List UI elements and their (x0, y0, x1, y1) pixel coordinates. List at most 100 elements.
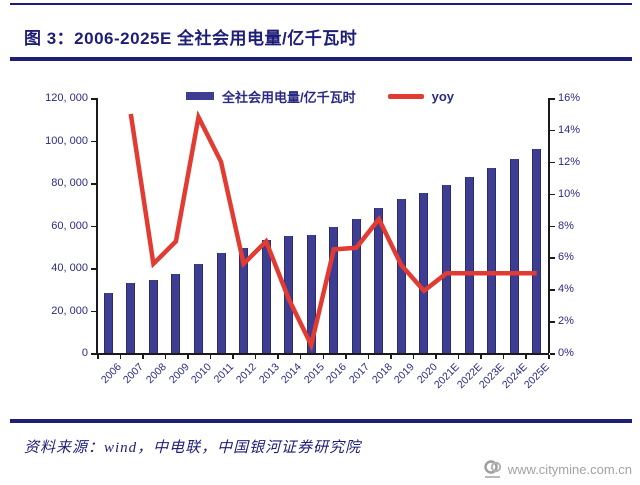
x-axis-tick (97, 354, 99, 359)
bar-2009 (171, 274, 181, 353)
bar-2024E (509, 158, 519, 353)
right-axis-tick (550, 257, 555, 259)
bar-legend-swatch (185, 92, 214, 100)
x-axis-tick (457, 354, 460, 359)
left-axis-label: 80, 000 (51, 177, 88, 189)
watermark-url: www.citymine.com.cn (507, 461, 632, 477)
x-axis-label: 2011 (212, 361, 237, 386)
x-axis-label: 2013 (256, 361, 282, 387)
left-axis-label: 40, 000 (51, 262, 88, 274)
left-axis-tick (91, 225, 96, 227)
chart-legend: 全社会用电量/亿千瓦时 yoy (0, 88, 640, 105)
left-axis-label: 20, 000 (51, 304, 88, 317)
left-axis-label: 0 (81, 347, 88, 359)
bottom-divider (10, 419, 632, 423)
bar-2018 (374, 207, 384, 353)
source-note: 资料来源：wind，中电联，中国银河证券研究院 (24, 440, 362, 456)
right-axis-tick (550, 129, 555, 132)
bar-2020 (419, 193, 429, 353)
bar-2008 (148, 279, 158, 353)
right-axis-label: 8% (558, 219, 574, 232)
left-axis-tick (91, 353, 96, 355)
yoy-polyline (128, 110, 537, 352)
bar-2013 (261, 239, 271, 353)
right-axis-label: 12% (558, 155, 581, 168)
citymine-logo (484, 459, 502, 479)
x-axis-tick (548, 354, 550, 359)
bar-legend-label: 全社会用电量/亿千瓦时 (221, 89, 356, 105)
bar-2022E (464, 177, 474, 353)
figure-title: 图 3：2006-2025E 全社会用电量/亿千瓦时 (24, 29, 358, 48)
right-axis-label: 6% (558, 251, 574, 264)
x-axis-label: 2008 (143, 361, 169, 387)
x-axis-label: 2012 (234, 361, 260, 387)
right-axis-tick (550, 353, 555, 355)
x-axis-label: 2010 (188, 361, 214, 387)
x-axis-tick (390, 354, 392, 359)
x-axis-label: 2006 (98, 361, 124, 387)
x-axis-line (96, 353, 549, 355)
x-axis-tick (254, 354, 257, 359)
right-axis-label: 14% (558, 123, 581, 136)
x-axis-label: 2018 (369, 361, 395, 387)
bar-2012 (239, 247, 249, 353)
left-axis-tick (91, 268, 96, 270)
x-axis-tick (367, 354, 370, 359)
x-axis-tick (480, 354, 482, 359)
title-divider (10, 57, 632, 61)
left-axis-label: 120, 000 (45, 92, 88, 104)
bar-2006 (103, 292, 113, 353)
line-legend-swatch (387, 93, 424, 99)
bar-2019 (396, 199, 406, 353)
left-axis-tick (91, 140, 96, 142)
x-axis-label: 2009 (166, 361, 192, 387)
left-axis-tick (91, 98, 96, 100)
x-axis-label: 2014 (279, 361, 305, 387)
bar-2011 (216, 253, 226, 353)
right-axis-tick (550, 98, 555, 100)
x-axis-label: 2017 (346, 361, 372, 387)
x-axis-label: 2019 (391, 361, 417, 387)
citymine-logo-text (484, 476, 500, 478)
x-axis-tick (209, 354, 212, 359)
x-axis-tick (164, 354, 167, 359)
left-axis-label: 60, 000 (51, 219, 88, 232)
top-divider (10, 3, 632, 5)
x-axis-tick (119, 354, 122, 359)
right-axis-tick (550, 289, 555, 291)
left-axis-tick (91, 183, 96, 185)
x-axis-tick (322, 354, 324, 359)
right-axis-tick (550, 161, 555, 164)
x-axis-label: 2015 (301, 361, 327, 387)
line-legend-label: yoy (431, 88, 455, 104)
bar-2025E (532, 149, 542, 353)
x-axis-tick (435, 354, 437, 359)
yoy-line (128, 110, 537, 352)
right-axis-label: 0% (558, 347, 574, 359)
x-axis-tick (412, 354, 415, 359)
bar-2010 (193, 263, 203, 353)
right-axis-label: 4% (558, 283, 574, 296)
x-axis-tick (299, 354, 302, 359)
left-axis-tick (91, 310, 96, 312)
x-axis-tick (187, 354, 189, 359)
bar-2007 (126, 283, 136, 353)
left-axis-line (96, 98, 98, 353)
right-axis-line (548, 98, 550, 353)
right-axis-tick (550, 225, 555, 227)
bar-2021E (442, 185, 452, 353)
bar-2015 (306, 235, 316, 353)
x-axis-tick (345, 354, 347, 359)
watermark: www.citymine.com.cn (484, 458, 632, 480)
x-axis-tick (277, 354, 279, 359)
x-axis-label: 2016 (324, 361, 350, 387)
right-axis-label: 2% (558, 315, 574, 328)
right-axis-tick (550, 193, 555, 196)
right-axis-tick (550, 321, 555, 323)
right-axis-label: 10% (558, 187, 581, 200)
x-axis-tick (525, 354, 527, 359)
right-axis-label: 16% (558, 92, 581, 104)
x-axis-label: 2007 (121, 361, 147, 387)
x-axis-tick (232, 354, 234, 359)
